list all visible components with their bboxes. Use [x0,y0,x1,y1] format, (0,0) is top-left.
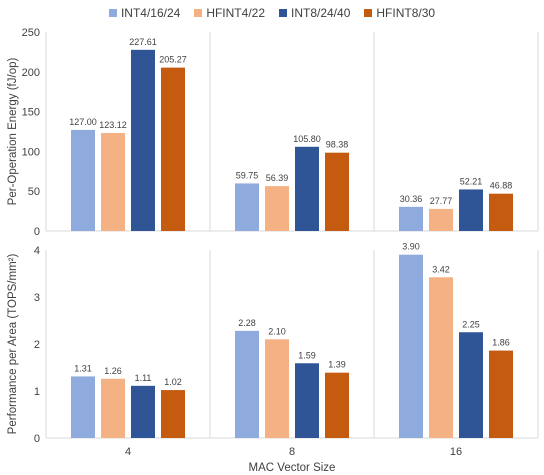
data-label: 98.38 [326,140,349,150]
y-tick-label: 150 [22,107,40,119]
legend-label: INT4/16/24 [120,6,181,20]
data-label: 227.61 [129,37,157,47]
bar [459,189,483,231]
bar [265,186,289,231]
legend-item: HFINT8/30 [364,6,435,20]
y-tick-label: 2 [34,339,40,351]
bar [161,67,185,232]
bar [71,129,95,231]
data-label: 27.77 [430,196,453,206]
legend-label: HFINT8/30 [376,6,436,20]
data-label: 1.02 [164,377,182,387]
bar [265,339,289,438]
bar [429,208,453,231]
legend-item: HFINT4/22 [194,6,265,20]
data-label: 205.27 [159,55,187,65]
data-label: 2.28 [238,318,256,328]
data-label: 2.10 [268,326,286,336]
legend-label: INT8/24/40 [291,6,351,20]
y-tick-label: 250 [22,27,40,39]
bar [131,49,155,231]
y-tick-label: 3 [34,292,40,304]
bar [235,183,259,231]
legend-item: INT8/24/40 [279,6,350,20]
legend-swatch [364,9,373,17]
data-label: 3.42 [432,264,450,274]
data-label: 56.39 [266,173,289,183]
legend-label: HFINT4/22 [206,6,265,20]
data-label: 59.75 [236,170,259,180]
y-tick-label: 0 [34,433,40,445]
data-label: 3.90 [402,242,420,252]
y-axis-title: Per-Operation Energy (fJ/op) [7,58,19,206]
bar [399,206,423,231]
bar [489,193,513,231]
data-label: 1.86 [492,338,510,348]
y-tick-label: 50 [28,186,40,198]
data-label: 127.00 [69,117,97,127]
legend-swatch [279,9,287,17]
y-axis-title: Performance per Area (TOPS/mm²) [7,254,19,435]
bar [459,332,483,438]
legend-swatch [194,9,203,17]
bar [101,132,125,231]
bar [235,330,259,438]
bar [131,385,155,438]
x-tick-label: 4 [125,446,131,458]
data-label: 1.31 [74,363,92,373]
bar [325,372,349,438]
data-label: 123.12 [99,120,127,130]
bar [101,378,125,438]
chart-legend: INT4/16/24 HFINT4/22 INT8/24/40 HFINT8/30 [0,4,544,22]
x-axis-title: MAC Vector Size [249,462,336,474]
data-label: 46.88 [490,181,513,191]
bar [295,363,319,438]
data-label: 52.21 [460,176,483,186]
legend-item: INT4/16/24 [108,6,181,20]
bar [295,146,319,231]
x-tick-label: 8 [289,446,295,458]
legend-swatch [108,9,117,17]
data-label: 1.59 [298,350,316,360]
data-label: 1.26 [104,366,122,376]
x-tick-label: 16 [450,446,462,458]
bar [161,390,185,438]
bar [325,152,349,231]
data-label: 30.36 [400,194,423,204]
y-tick-label: 0 [34,226,40,238]
bar [489,350,513,438]
bar [71,376,95,438]
data-label: 105.80 [293,134,321,144]
data-label: 2.25 [462,319,480,329]
y-tick-label: 1 [34,386,40,398]
bar [399,254,423,438]
bar [429,277,453,438]
y-tick-label: 200 [22,67,40,79]
y-tick-label: 100 [22,146,40,158]
data-label: 1.39 [328,360,346,370]
y-tick-label: 4 [34,245,40,257]
data-label: 1.11 [135,373,152,383]
